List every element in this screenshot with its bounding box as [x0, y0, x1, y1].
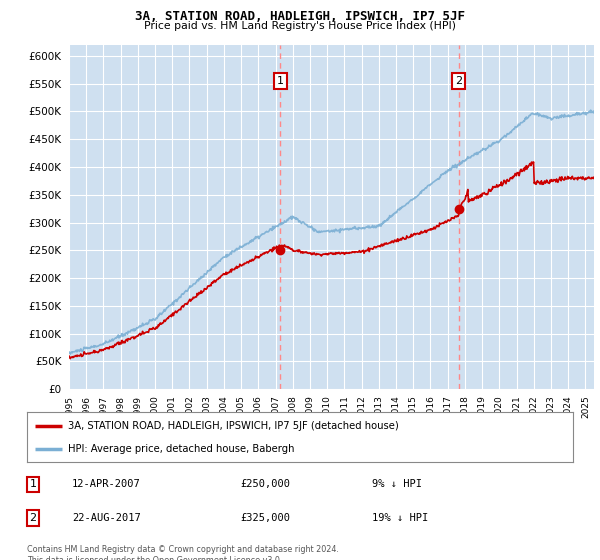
Text: 2: 2 [455, 76, 462, 86]
Text: 3A, STATION ROAD, HADLEIGH, IPSWICH, IP7 5JF: 3A, STATION ROAD, HADLEIGH, IPSWICH, IP7… [135, 10, 465, 23]
Text: 19% ↓ HPI: 19% ↓ HPI [372, 513, 428, 523]
Text: £250,000: £250,000 [240, 479, 290, 489]
Text: HPI: Average price, detached house, Babergh: HPI: Average price, detached house, Babe… [68, 445, 295, 454]
Text: Contains HM Land Registry data © Crown copyright and database right 2024.
This d: Contains HM Land Registry data © Crown c… [27, 545, 339, 560]
Text: 1: 1 [29, 479, 37, 489]
Text: £325,000: £325,000 [240, 513, 290, 523]
Text: Price paid vs. HM Land Registry's House Price Index (HPI): Price paid vs. HM Land Registry's House … [144, 21, 456, 31]
Text: 9% ↓ HPI: 9% ↓ HPI [372, 479, 422, 489]
Text: 1: 1 [277, 76, 284, 86]
Text: 3A, STATION ROAD, HADLEIGH, IPSWICH, IP7 5JF (detached house): 3A, STATION ROAD, HADLEIGH, IPSWICH, IP7… [68, 421, 398, 431]
Text: 2: 2 [29, 513, 37, 523]
Text: 12-APR-2007: 12-APR-2007 [72, 479, 141, 489]
Text: 22-AUG-2017: 22-AUG-2017 [72, 513, 141, 523]
